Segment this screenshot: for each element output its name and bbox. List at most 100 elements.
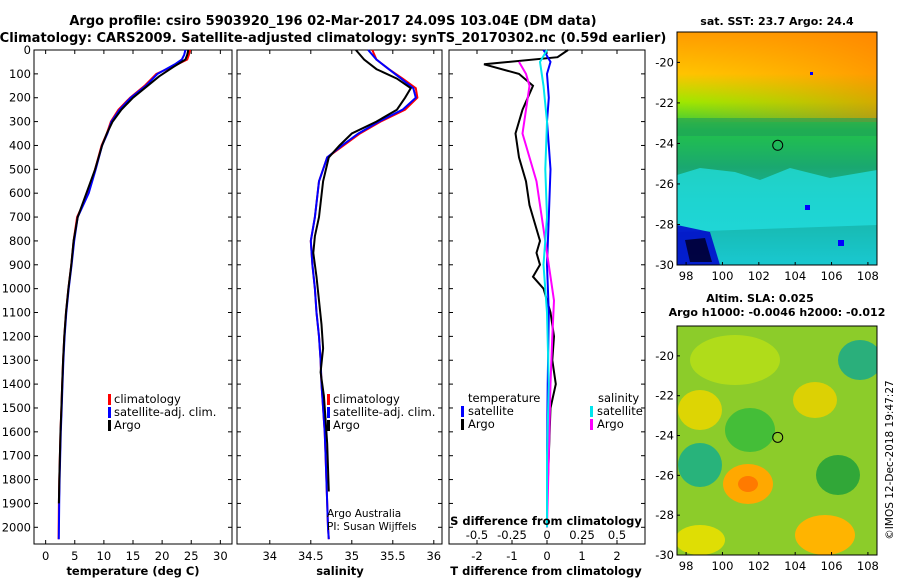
temperature-line-climatology bbox=[57, 49, 192, 540]
legend-s-satellite: satellite bbox=[597, 404, 643, 418]
difference-line-s-satellite bbox=[538, 49, 550, 528]
difference-panel: -2 -1 0 1 2 -0.5 -0.25 0 0.25 0.5 temperature sat… bbox=[448, 49, 646, 578]
sla-blob bbox=[838, 340, 877, 380]
depth-tick-label: 900 bbox=[9, 258, 31, 272]
legend-swatch-climatology bbox=[327, 394, 330, 405]
legend-title-salinity: salinity bbox=[598, 391, 639, 405]
temperature-legend-climatology: climatology bbox=[114, 392, 181, 406]
salinity-panel: 34 34.5 35 35.5 36 salinity climatology sate… bbox=[236, 49, 443, 578]
sla-argo-position-marker bbox=[772, 431, 784, 443]
salinity-frame bbox=[236, 49, 443, 545]
depth-tick-label: 1600 bbox=[2, 425, 31, 439]
sla-ytick-label: -22 bbox=[655, 389, 674, 403]
salinity-diff-tick-label: -0.25 bbox=[497, 528, 527, 542]
legend-swatch-argo bbox=[327, 420, 330, 431]
temperature-xtick-label: 5 bbox=[71, 549, 78, 563]
sst-cyan-region bbox=[677, 168, 877, 232]
temperature-xtick-label: 20 bbox=[155, 549, 170, 563]
depth-tick-label: 300 bbox=[9, 115, 31, 129]
sst-ytick-label: -30 bbox=[655, 258, 674, 272]
depth-tick-label: 1500 bbox=[2, 401, 31, 415]
legend-swatch-s-satellite bbox=[590, 406, 593, 417]
sla-map: Altim. SLA: 0.025 Argo h1000: -0.0046 h2… bbox=[655, 292, 885, 573]
salinity-diff-tick-label: -0.5 bbox=[466, 528, 488, 542]
sla-blob bbox=[795, 515, 855, 555]
salinity-xtick-label: 35 bbox=[344, 549, 359, 563]
difference-line-t-argo bbox=[483, 49, 569, 528]
salinity-diff-tick-label: 0.25 bbox=[569, 528, 595, 542]
depth-tick-label: 0 bbox=[24, 43, 31, 57]
sla-xtick-label: 98 bbox=[679, 559, 694, 573]
sst-xtick-label: 104 bbox=[784, 269, 806, 283]
sst-map-title: sat. SST: 23.7 Argo: 24.4 bbox=[700, 15, 854, 28]
sla-ytick-label: -28 bbox=[655, 508, 674, 522]
temperature-panel: 0100200300400500600700800900100011001200… bbox=[2, 43, 233, 578]
salinity-line-argo bbox=[312, 49, 413, 492]
difference-xtick-label: -1 bbox=[506, 549, 517, 563]
depth-tick-label: 1900 bbox=[2, 496, 31, 510]
footer-stamp: ©IMOS 12-Dec-2018 19:47:27 bbox=[884, 380, 896, 539]
salinity-legend-climatology: climatology bbox=[333, 392, 400, 406]
sst-map-frame bbox=[676, 31, 878, 266]
depth-tick-label: 500 bbox=[9, 162, 31, 176]
salinity-line-satellite-adj-clim- bbox=[309, 49, 417, 540]
legend-swatch-t-argo bbox=[461, 419, 464, 430]
depth-tick-label: 700 bbox=[9, 210, 31, 224]
temperature-xlabel: temperature (deg C) bbox=[66, 564, 199, 578]
salinity-legend-argo: Argo bbox=[333, 418, 360, 432]
sla-xtick-label: 102 bbox=[748, 559, 770, 573]
legend-swatch-t-satellite bbox=[461, 406, 464, 417]
sst-green-band bbox=[677, 118, 877, 136]
sla-xtick-label: 106 bbox=[821, 559, 843, 573]
depth-tick-label: 600 bbox=[9, 186, 31, 200]
temperature-xtick-label: 10 bbox=[97, 549, 112, 563]
temperature-line-argo bbox=[57, 49, 190, 504]
salinity-xtick-label: 34 bbox=[262, 549, 277, 563]
difference-xtick-label: -2 bbox=[471, 549, 482, 563]
legend-swatch-argo bbox=[108, 420, 111, 431]
legend-swatch-s-argo bbox=[590, 419, 593, 430]
sst-warm-overlay bbox=[677, 32, 877, 122]
credit-line-1: Argo Australia bbox=[327, 508, 401, 520]
temperature-line-satellite-adj-clim- bbox=[57, 49, 187, 540]
difference-line-t-satellite bbox=[542, 49, 552, 528]
temperature-legend-satellite: satellite-adj. clim. bbox=[114, 405, 216, 419]
title-line-1: Argo profile: csiro 5903920_196 02-Mar-2… bbox=[69, 14, 596, 29]
sst-xtick-label: 106 bbox=[821, 269, 843, 283]
depth-tick-label: 100 bbox=[9, 67, 31, 81]
salinity-legend-satellite: satellite-adj. clim. bbox=[333, 405, 435, 419]
sla-map-subtitle: Argo h1000: -0.0046 h2000: -0.012 bbox=[669, 306, 886, 319]
legend-swatch-satellite bbox=[108, 407, 111, 418]
sst-ytick-label: -26 bbox=[655, 177, 674, 191]
sst-ytick-label: -20 bbox=[655, 55, 674, 69]
sst-ytick-label: -22 bbox=[655, 96, 674, 110]
sst-xtick-label: 108 bbox=[857, 269, 879, 283]
depth-tick-label: 200 bbox=[9, 91, 31, 105]
sla-blob bbox=[725, 408, 775, 452]
depth-tick-label: 400 bbox=[9, 138, 31, 152]
temperature-xtick-label: 15 bbox=[126, 549, 141, 563]
sla-map-title: Altim. SLA: 0.025 bbox=[706, 292, 813, 305]
difference-line-s-argo bbox=[518, 61, 556, 528]
salinity-xtick-label: 34.5 bbox=[298, 549, 324, 563]
temperature-xtick-label: 30 bbox=[213, 549, 228, 563]
sla-map-frame bbox=[676, 325, 878, 556]
credit-line-2: PI: Susan Wijffels bbox=[327, 521, 417, 533]
depth-tick-label: 1100 bbox=[2, 306, 31, 320]
sla-blob bbox=[678, 443, 722, 487]
sst-blue-pixel bbox=[805, 205, 810, 210]
sst-black-patch bbox=[685, 238, 712, 262]
difference-xtick-label: 0 bbox=[543, 549, 550, 563]
depth-tick-label: 800 bbox=[9, 234, 31, 248]
temperature-xtick-label: 0 bbox=[42, 549, 49, 563]
depth-tick-label: 1700 bbox=[2, 449, 31, 463]
sla-blob bbox=[738, 476, 758, 492]
depth-tick-label: 2000 bbox=[2, 520, 31, 534]
legend-t-satellite: satellite bbox=[468, 404, 514, 418]
salinity-xtick-label: 36 bbox=[426, 549, 441, 563]
depth-tick-label: 1300 bbox=[2, 353, 31, 367]
sst-xtick-label: 100 bbox=[711, 269, 733, 283]
sla-xtick-label: 104 bbox=[784, 559, 806, 573]
legend-s-argo: Argo bbox=[597, 417, 624, 431]
sla-xtick-label: 108 bbox=[857, 559, 879, 573]
